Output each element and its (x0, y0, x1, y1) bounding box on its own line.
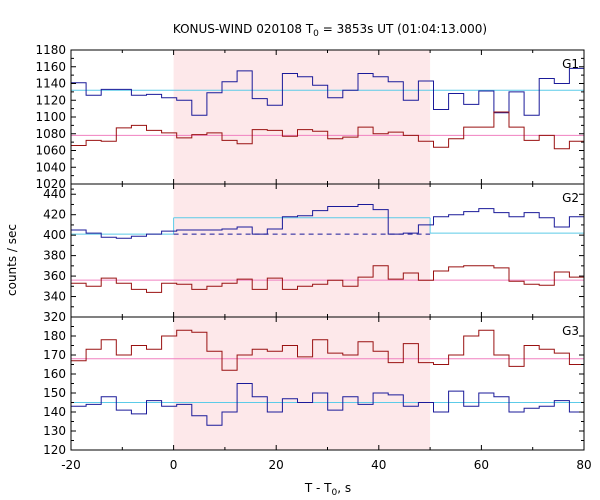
panel-g1-y-tick-label: 1020 (35, 177, 66, 191)
panel-g1-series-2-histogram (71, 111, 584, 150)
panel-g1-y-tick-label: 1180 (35, 43, 66, 57)
chart-title-subscript: 0 (313, 29, 319, 39)
chart-title: KONUS-WIND 020108 T0 = 3853s UT (01:04:1… (173, 22, 487, 39)
panel-g3-series-1-histogram (71, 383, 584, 426)
panel-g2-highlight-region (173, 184, 431, 317)
panel-g3: 120 130 140 150 160 170 180 G3 (43, 316, 585, 457)
x-tick-label: 20 (269, 458, 284, 472)
x-axis-label-rest: , s (337, 481, 351, 495)
panel-g1-y-tick-label: 1140 (35, 77, 66, 91)
panel-g3-label: G3 (562, 324, 579, 338)
panel-g1-y-tick-label: 1040 (35, 160, 66, 174)
x-tick-label: 60 (474, 458, 489, 472)
panel-g3-y-tick-label: 130 (43, 424, 66, 438)
panel-g1-y-tick-label: 1060 (35, 144, 66, 158)
panel-g1-label: G1 (562, 57, 579, 71)
panel-g2-series-2-histogram (71, 265, 584, 293)
panel-g2-y-tick-label: 440 (43, 187, 66, 201)
x-tick-label: 40 (371, 458, 386, 472)
chart-title-rest: = 3853s UT (01:04:13.000) (319, 22, 487, 36)
panel-g3-y-tick-label: 120 (43, 443, 66, 457)
panel-g2-series-1-histogram (71, 204, 584, 239)
panel-g1-y-tick-label: 1080 (35, 127, 66, 141)
panel-g3-y-tick-label: 150 (43, 386, 66, 400)
panel-g3-y-tick-label: 140 (43, 405, 66, 419)
panel-g1: 1020 1040 1060 1080 1100 1120 1140 1160 1180 G1 (35, 43, 585, 191)
x-tick-label: -20 (61, 458, 81, 472)
panel-g3-y-tick-label: 180 (43, 329, 66, 343)
panel-g3-series-2-histogram (71, 329, 584, 371)
x-tick-label: 80 (576, 458, 591, 472)
panel-g2-y-tick-label: 400 (43, 228, 66, 242)
panel-g3-highlight-region (173, 317, 431, 450)
panel-g2-y-tick-label: 360 (43, 269, 66, 283)
panel-g1-y-tick-label: 1160 (35, 60, 66, 74)
panel-g1-y-tick-label: 1100 (35, 110, 66, 124)
panel-g2: 320 340 360 380 400 420 440 G2 (43, 183, 585, 324)
panel-g1-highlight-region (173, 50, 431, 184)
panel-g2-y-tick-label: 420 (43, 208, 66, 222)
panel-g2-y-tick-label: 340 (43, 290, 66, 304)
x-axis-label: T - T0, s (304, 481, 351, 498)
plot-area: 1020 1040 1060 1080 1100 1120 1140 1160 1180 G1 32… (35, 43, 591, 472)
chart-title-main: KONUS-WIND 020108 T (173, 22, 314, 36)
y-axis-label: counts / sec (5, 224, 19, 296)
panel-g3-y-tick-label: 160 (43, 367, 66, 381)
panel-g1-y-tick-label: 1120 (35, 93, 66, 107)
panel-g2-y-tick-label: 380 (43, 249, 66, 263)
x-axis-label-subscript: 0 (332, 488, 338, 498)
panel-g2-label: G2 (562, 191, 579, 205)
x-axis-label-main: T - T (304, 481, 332, 495)
x-tick-label: 0 (170, 458, 178, 472)
panel-g3-y-tick-label: 170 (43, 348, 66, 362)
panel-g2-y-tick-label: 320 (43, 310, 66, 324)
